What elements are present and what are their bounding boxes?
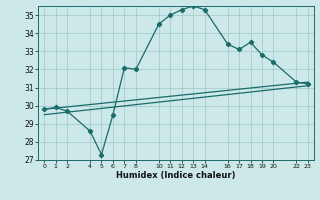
X-axis label: Humidex (Indice chaleur): Humidex (Indice chaleur): [116, 171, 236, 180]
